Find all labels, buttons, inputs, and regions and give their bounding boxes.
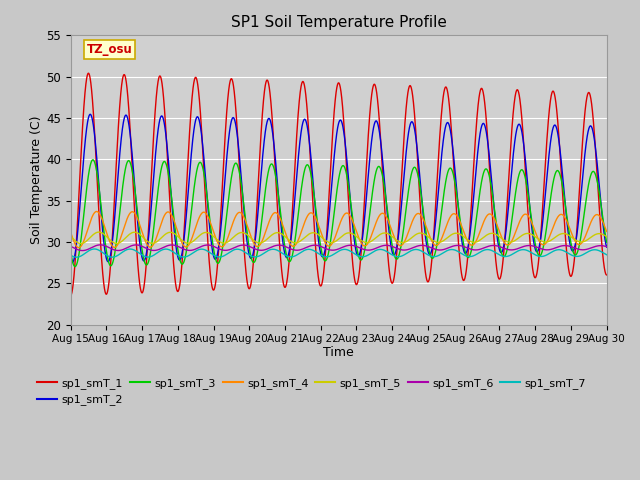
Y-axis label: Soil Temperature (C): Soil Temperature (C) [30,116,43,244]
sp1_smT_3 [474,205,481,211]
sp1_smT_3 [67,248,74,254]
sp1_smT_7 [321,253,328,259]
X-axis label: Time: Time [323,346,354,359]
sp1_smT_7 [459,252,467,257]
sp1_smT_6 [603,244,611,250]
sp1_smT_1 [321,263,328,269]
Line: sp1_smT_3: sp1_smT_3 [70,160,607,266]
sp1_smT_3 [580,211,588,216]
sp1_smT_1 [603,272,611,278]
sp1_smT_2 [573,226,581,232]
sp1_smT_4 [459,226,467,231]
sp1_smT_3 [459,235,467,240]
sp1_smT_6 [97,242,104,248]
sp1_smT_5 [459,233,467,239]
sp1_smT_4 [603,228,611,234]
sp1_smT_4 [573,241,581,247]
sp1_smT_6 [67,243,74,249]
sp1_smT_6 [459,243,467,249]
sp1_smT_2 [249,252,257,258]
sp1_smT_5 [474,239,481,244]
sp1_smT_7 [603,252,611,258]
sp1_smT_2 [603,244,611,250]
Text: TZ_osu: TZ_osu [86,43,132,56]
sp1_smT_5 [249,237,257,242]
sp1_smT_3 [321,257,328,263]
sp1_smT_6 [474,247,481,252]
sp1_smT_2 [68,260,76,265]
sp1_smT_1 [459,276,467,281]
Line: sp1_smT_5: sp1_smT_5 [70,232,607,243]
Line: sp1_smT_7: sp1_smT_7 [70,249,607,257]
sp1_smT_2 [67,256,74,262]
sp1_smT_1 [580,118,588,124]
sp1_smT_6 [573,246,581,252]
Title: SP1 Soil Temperature Profile: SP1 Soil Temperature Profile [230,15,447,30]
sp1_smT_5 [603,234,611,240]
Line: sp1_smT_6: sp1_smT_6 [70,245,607,251]
sp1_smT_2 [321,250,328,256]
sp1_smT_4 [580,236,588,242]
sp1_smT_4 [93,209,100,215]
sp1_smT_7 [474,251,481,256]
sp1_smT_7 [67,252,74,258]
sp1_smT_1 [249,266,257,272]
sp1_smT_2 [580,158,588,164]
sp1_smT_2 [86,111,94,117]
sp1_smT_6 [580,247,588,252]
sp1_smT_6 [321,245,328,251]
sp1_smT_5 [580,239,588,244]
sp1_smT_7 [580,251,588,257]
Line: sp1_smT_4: sp1_smT_4 [70,212,607,248]
sp1_smT_3 [89,157,97,163]
sp1_smT_4 [75,245,83,251]
sp1_smT_7 [73,254,81,260]
sp1_smT_4 [474,235,481,240]
sp1_smT_5 [321,237,328,242]
sp1_smT_2 [474,150,481,156]
sp1_smT_5 [573,238,581,244]
sp1_smT_6 [249,245,257,251]
sp1_smT_3 [603,240,611,245]
sp1_smT_4 [67,229,74,235]
sp1_smT_4 [321,238,328,244]
sp1_smT_3 [573,249,581,255]
sp1_smT_3 [249,259,257,265]
sp1_smT_5 [67,233,74,239]
Line: sp1_smT_2: sp1_smT_2 [70,114,607,263]
sp1_smT_6 [79,248,86,253]
Legend: sp1_smT_1, sp1_smT_2, sp1_smT_3, sp1_smT_4, sp1_smT_5, sp1_smT_6, sp1_smT_7: sp1_smT_1, sp1_smT_2, sp1_smT_3, sp1_smT… [33,373,591,410]
sp1_smT_5 [95,229,102,235]
sp1_smT_1 [573,217,581,223]
sp1_smT_7 [249,254,257,260]
sp1_smT_2 [459,242,467,248]
sp1_smT_5 [77,240,85,246]
sp1_smT_1 [84,71,92,76]
sp1_smT_1 [474,108,481,113]
sp1_smT_1 [67,293,74,299]
sp1_smT_7 [573,253,581,259]
sp1_smT_7 [90,246,98,252]
sp1_smT_4 [249,239,257,244]
Line: sp1_smT_1: sp1_smT_1 [70,73,607,296]
sp1_smT_3 [71,264,79,269]
